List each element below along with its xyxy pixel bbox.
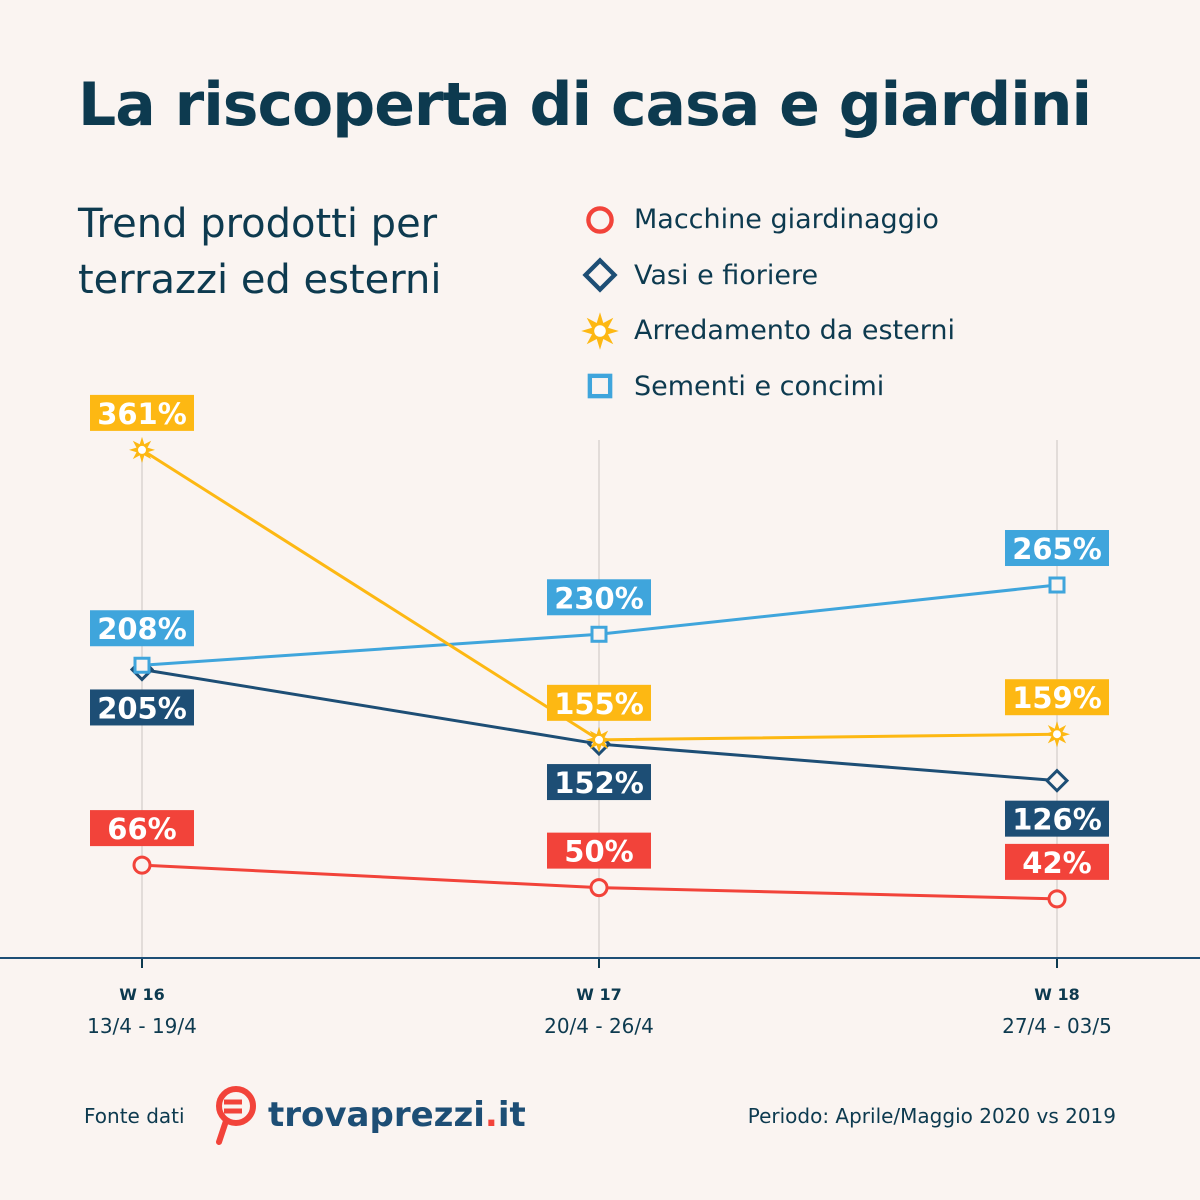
data-point-3-0: [133, 656, 151, 674]
svg-text:152%: 152%: [554, 766, 644, 800]
date-range-label: 13/4 - 19/4: [87, 1014, 197, 1038]
legend-circle-icon: [586, 205, 614, 234]
svg-text:126%: 126%: [1012, 803, 1102, 837]
logo-dot: .: [484, 1095, 498, 1135]
data-label: 208%: [90, 610, 194, 647]
period-label: Periodo: Aprile/Maggio 2020 vs 2019: [747, 1104, 1116, 1128]
data-point-2-0: [129, 436, 155, 463]
svg-text:50%: 50%: [564, 835, 633, 869]
data-label: 265%: [1005, 530, 1109, 567]
magnifier-logo-icon: [216, 1086, 256, 1145]
data-label: 66%: [90, 810, 194, 847]
x-tick-label: W 16 13/4 - 19/4: [42, 985, 242, 1038]
svg-text:265%: 265%: [1012, 532, 1102, 566]
data-point-1-2: [1044, 768, 1070, 793]
data-point-2-1: [586, 726, 612, 753]
legend-label: Sementi e concimi: [634, 370, 885, 402]
legend-label: Macchine giardinaggio: [634, 204, 939, 236]
x-tick-label: W 18 27/4 - 03/5: [957, 985, 1157, 1038]
page-title: La riscoperta di casa e giardini: [78, 70, 1092, 140]
chart-subtitle: Trend prodotti per terrazzi ed esterni: [78, 201, 442, 303]
svg-text:159%: 159%: [1012, 681, 1102, 715]
logo-tld: it: [497, 1095, 526, 1135]
data-label: 42%: [1005, 843, 1109, 880]
svg-text:205%: 205%: [97, 691, 187, 725]
svg-text:42%: 42%: [1022, 846, 1091, 880]
legend-marker: [581, 311, 619, 350]
data-point-2-2: [1044, 721, 1070, 748]
trovaprezzi-logo: trovaprezzi.it: [212, 1084, 526, 1146]
data-point-0-1: [589, 878, 609, 898]
svg-text:208%: 208%: [97, 612, 187, 646]
legend-star-icon: [581, 311, 619, 350]
legend-item: Macchine giardinaggio: [580, 192, 955, 248]
week-label: W 16: [119, 985, 165, 1004]
legend-item: Arredamento da esterni: [580, 303, 955, 359]
data-label: 205%: [90, 689, 194, 726]
data-label: 230%: [547, 579, 651, 616]
legend-diamond-icon: [582, 257, 618, 293]
legend-marker: [587, 373, 613, 399]
x-tick-label: W 17 20/4 - 26/4: [499, 985, 699, 1038]
svg-text:66%: 66%: [107, 812, 176, 846]
data-point-3-2: [1048, 576, 1066, 594]
date-range-label: 20/4 - 26/4: [544, 1014, 654, 1038]
source-label: Fonte dati: [84, 1104, 185, 1128]
date-range-label: 27/4 - 03/5: [1002, 1014, 1112, 1038]
data-label: 152%: [547, 764, 651, 801]
svg-text:230%: 230%: [554, 581, 644, 615]
legend-marker: [582, 257, 618, 293]
svg-text:155%: 155%: [554, 687, 644, 721]
data-label: 159%: [1005, 679, 1109, 716]
data-point-0-2: [1047, 889, 1067, 909]
svg-text:361%: 361%: [97, 397, 187, 431]
legend: Macchine giardinaggio Vasi e fioriere Arre…: [580, 192, 955, 414]
data-label: 50%: [547, 832, 651, 869]
data-point-3-1: [590, 625, 608, 643]
legend-item: Vasi e fioriere: [580, 248, 955, 304]
data-label: 361%: [90, 394, 194, 431]
week-label: W 17: [576, 985, 622, 1004]
legend-item: Sementi e concimi: [580, 359, 955, 415]
data-point-0-0: [132, 855, 152, 875]
logo-text: trovaprezzi: [268, 1095, 485, 1135]
legend-label: Arredamento da esterni: [634, 315, 955, 347]
data-label: 126%: [1005, 800, 1109, 837]
legend-marker: [586, 205, 614, 234]
legend-square-icon: [587, 373, 613, 399]
legend-label: Vasi e fioriere: [634, 259, 819, 291]
data-label: 155%: [547, 684, 651, 721]
week-label: W 18: [1034, 985, 1080, 1004]
